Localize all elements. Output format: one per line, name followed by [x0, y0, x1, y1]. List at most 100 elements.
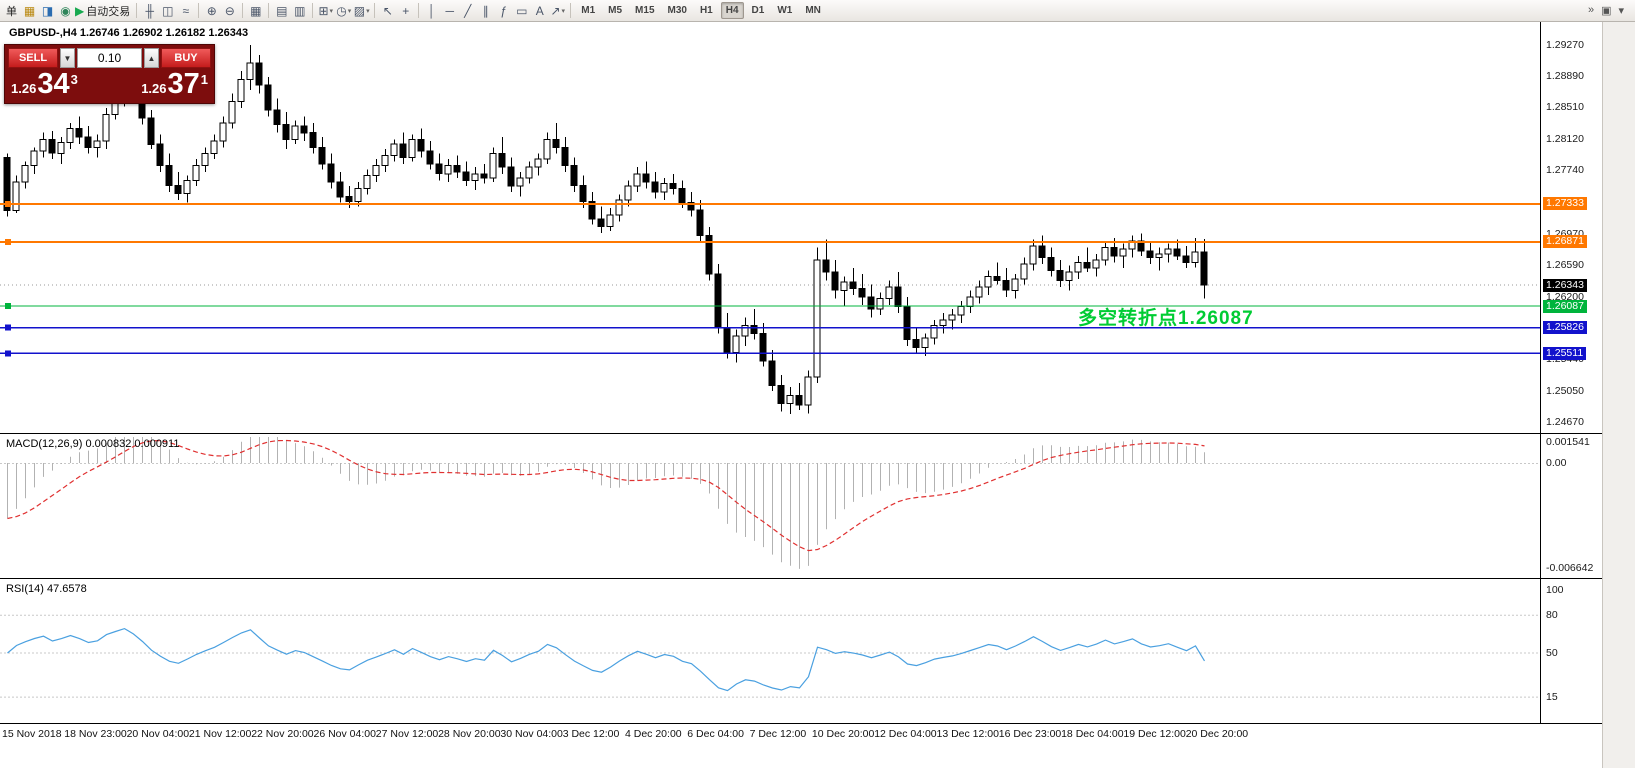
text-icon[interactable]: A: [535, 3, 544, 18]
arrange-windows-icon[interactable]: ▤: [276, 3, 288, 18]
candle-body: [48, 138, 56, 154]
arrow-tools-icon-dropdown[interactable]: ▾: [561, 7, 566, 15]
autotrading-button[interactable]: ▶ 自动交易: [75, 3, 131, 18]
new-chart-icon-dropdown[interactable]: ▾: [329, 7, 334, 15]
candle-body: [804, 376, 812, 406]
candle-body: [201, 152, 209, 167]
cursor-icon[interactable]: ↖: [382, 3, 393, 18]
candle-body: [534, 158, 542, 168]
panel-separator[interactable]: [0, 578, 1602, 579]
axis-label: 80: [1546, 609, 1558, 622]
candle-body: [480, 173, 488, 179]
toolbar-separator: [312, 3, 314, 18]
line-handle: [5, 238, 11, 245]
template-icon-dropdown[interactable]: ▾: [366, 7, 370, 15]
panel-separator[interactable]: [0, 723, 1602, 724]
timeframe-d1[interactable]: D1: [751, 5, 765, 16]
volume-up-button[interactable]: ▲: [144, 48, 159, 68]
candle-body: [723, 327, 731, 354]
profiles-icon[interactable]: ◨: [41, 3, 54, 18]
horizontal-lines-layer[interactable]: [0, 200, 1540, 357]
candle-body: [993, 275, 1001, 281]
bar-chart-icon[interactable]: ╫: [145, 3, 154, 18]
cascade-windows-icon[interactable]: ▥: [294, 3, 306, 18]
sell-price-display: 1.26 34 3: [11, 69, 78, 100]
candle-body: [237, 78, 245, 103]
candle-body: [831, 271, 839, 291]
timeframe-m1[interactable]: M1: [581, 5, 596, 16]
candle-body: [408, 138, 416, 158]
candle-body: [282, 124, 290, 140]
timeframe-m5[interactable]: M5: [608, 5, 623, 16]
candle-body: [1002, 279, 1010, 291]
candle-body: [291, 125, 299, 140]
axis-label: 1.24670: [1546, 416, 1584, 429]
candle-body: [894, 286, 902, 308]
macd-histogram: [7, 437, 1205, 569]
price-tag: 1.26343: [1543, 278, 1587, 292]
candle-body: [921, 337, 929, 349]
template-icon[interactable]: ▨ ▾: [353, 3, 370, 18]
horizontal-line-icon[interactable]: ─: [445, 3, 454, 18]
volume-down-button[interactable]: ▼: [60, 48, 75, 68]
candlestick-icon[interactable]: ◫: [162, 3, 174, 18]
axis-label: 1.29270: [1546, 38, 1584, 51]
tile-windows-icon[interactable]: ▦: [250, 3, 262, 18]
chart-window-icon[interactable]: ▦: [23, 3, 36, 18]
buy-button[interactable]: BUY: [161, 48, 211, 68]
candle-body: [588, 201, 596, 220]
price-axis[interactable]: 1.29270 1.28890 1.28510 1.28120 1.27740 1.269…: [1541, 22, 1602, 768]
zoom-out-icon[interactable]: ⊖: [224, 3, 235, 18]
zoom-in-icon[interactable]: ⊕: [206, 3, 217, 18]
candle-body: [867, 296, 875, 310]
candle-body: [543, 138, 551, 160]
axis-label: 1.25050: [1546, 385, 1584, 398]
collapse-panel-icon[interactable]: ▾: [1618, 5, 1624, 17]
time-axis[interactable]: 15 Nov 2018 18 Nov 23:00 20 Nov 04:00 21 No…: [0, 724, 1540, 746]
period-icon[interactable]: ◷ ▾: [336, 3, 352, 18]
crosshair-icon[interactable]: +: [402, 3, 410, 18]
volume-input[interactable]: [77, 48, 142, 68]
candle-body: [1146, 250, 1154, 258]
new-order-button[interactable]: 单: [6, 5, 17, 18]
one-click-trading-panel: SELL ▼ ▲ BUY 1.26 34 3 1.26 37 1: [4, 44, 215, 104]
price-tag: 1.25511: [1543, 346, 1587, 360]
trendline-icon[interactable]: ╱: [464, 3, 472, 18]
market-watch-icon[interactable]: ◉: [60, 3, 71, 18]
axis-label: 100: [1546, 584, 1564, 596]
timeframe-m30[interactable]: M30: [667, 5, 687, 16]
sell-button[interactable]: SELL: [8, 48, 58, 68]
panel-separator[interactable]: [0, 433, 1602, 434]
candle-body: [669, 183, 677, 190]
candle-body: [309, 132, 317, 148]
candle-body: [147, 117, 155, 145]
timeframe-w1[interactable]: W1: [777, 5, 793, 16]
timeframe-h4[interactable]: H4: [720, 2, 744, 19]
candle-body: [597, 218, 605, 227]
time-label: 12 Dec 04:00: [874, 728, 937, 740]
candle-body: [426, 150, 434, 165]
price-chart-canvas[interactable]: [0, 22, 1540, 433]
new-chart-icon[interactable]: ⊞ ▾: [318, 3, 334, 18]
timeframe-h1[interactable]: H1: [699, 5, 713, 16]
candle-body: [912, 339, 920, 349]
channel-icon[interactable]: ∥: [482, 3, 489, 18]
shapes-icon[interactable]: ▭: [516, 3, 528, 18]
arrow-tools-icon[interactable]: ↗ ▾: [550, 3, 566, 18]
candle-body: [1173, 248, 1181, 257]
line-chart-icon[interactable]: ≈: [182, 3, 190, 18]
fibonacci-icon[interactable]: ƒ: [500, 3, 508, 18]
period-icon-dropdown[interactable]: ▾: [347, 7, 352, 15]
dock-window-icon[interactable]: ▣: [1601, 5, 1612, 17]
candle-body: [156, 143, 164, 166]
right-gutter: [1602, 22, 1635, 768]
candle-body: [417, 138, 425, 152]
axis-label: 1.26590: [1546, 258, 1584, 271]
macd-indicator-canvas[interactable]: [0, 434, 1540, 578]
chart-annotation[interactable]: 多空转折点1.26087: [1078, 308, 1254, 329]
timeframe-mn[interactable]: MN: [805, 5, 821, 16]
rsi-indicator-canvas[interactable]: [0, 579, 1540, 723]
vertical-line-icon[interactable]: │: [427, 3, 436, 18]
toolbars-overflow-icon[interactable]: »: [1587, 4, 1595, 16]
timeframe-m15[interactable]: M15: [635, 5, 655, 16]
